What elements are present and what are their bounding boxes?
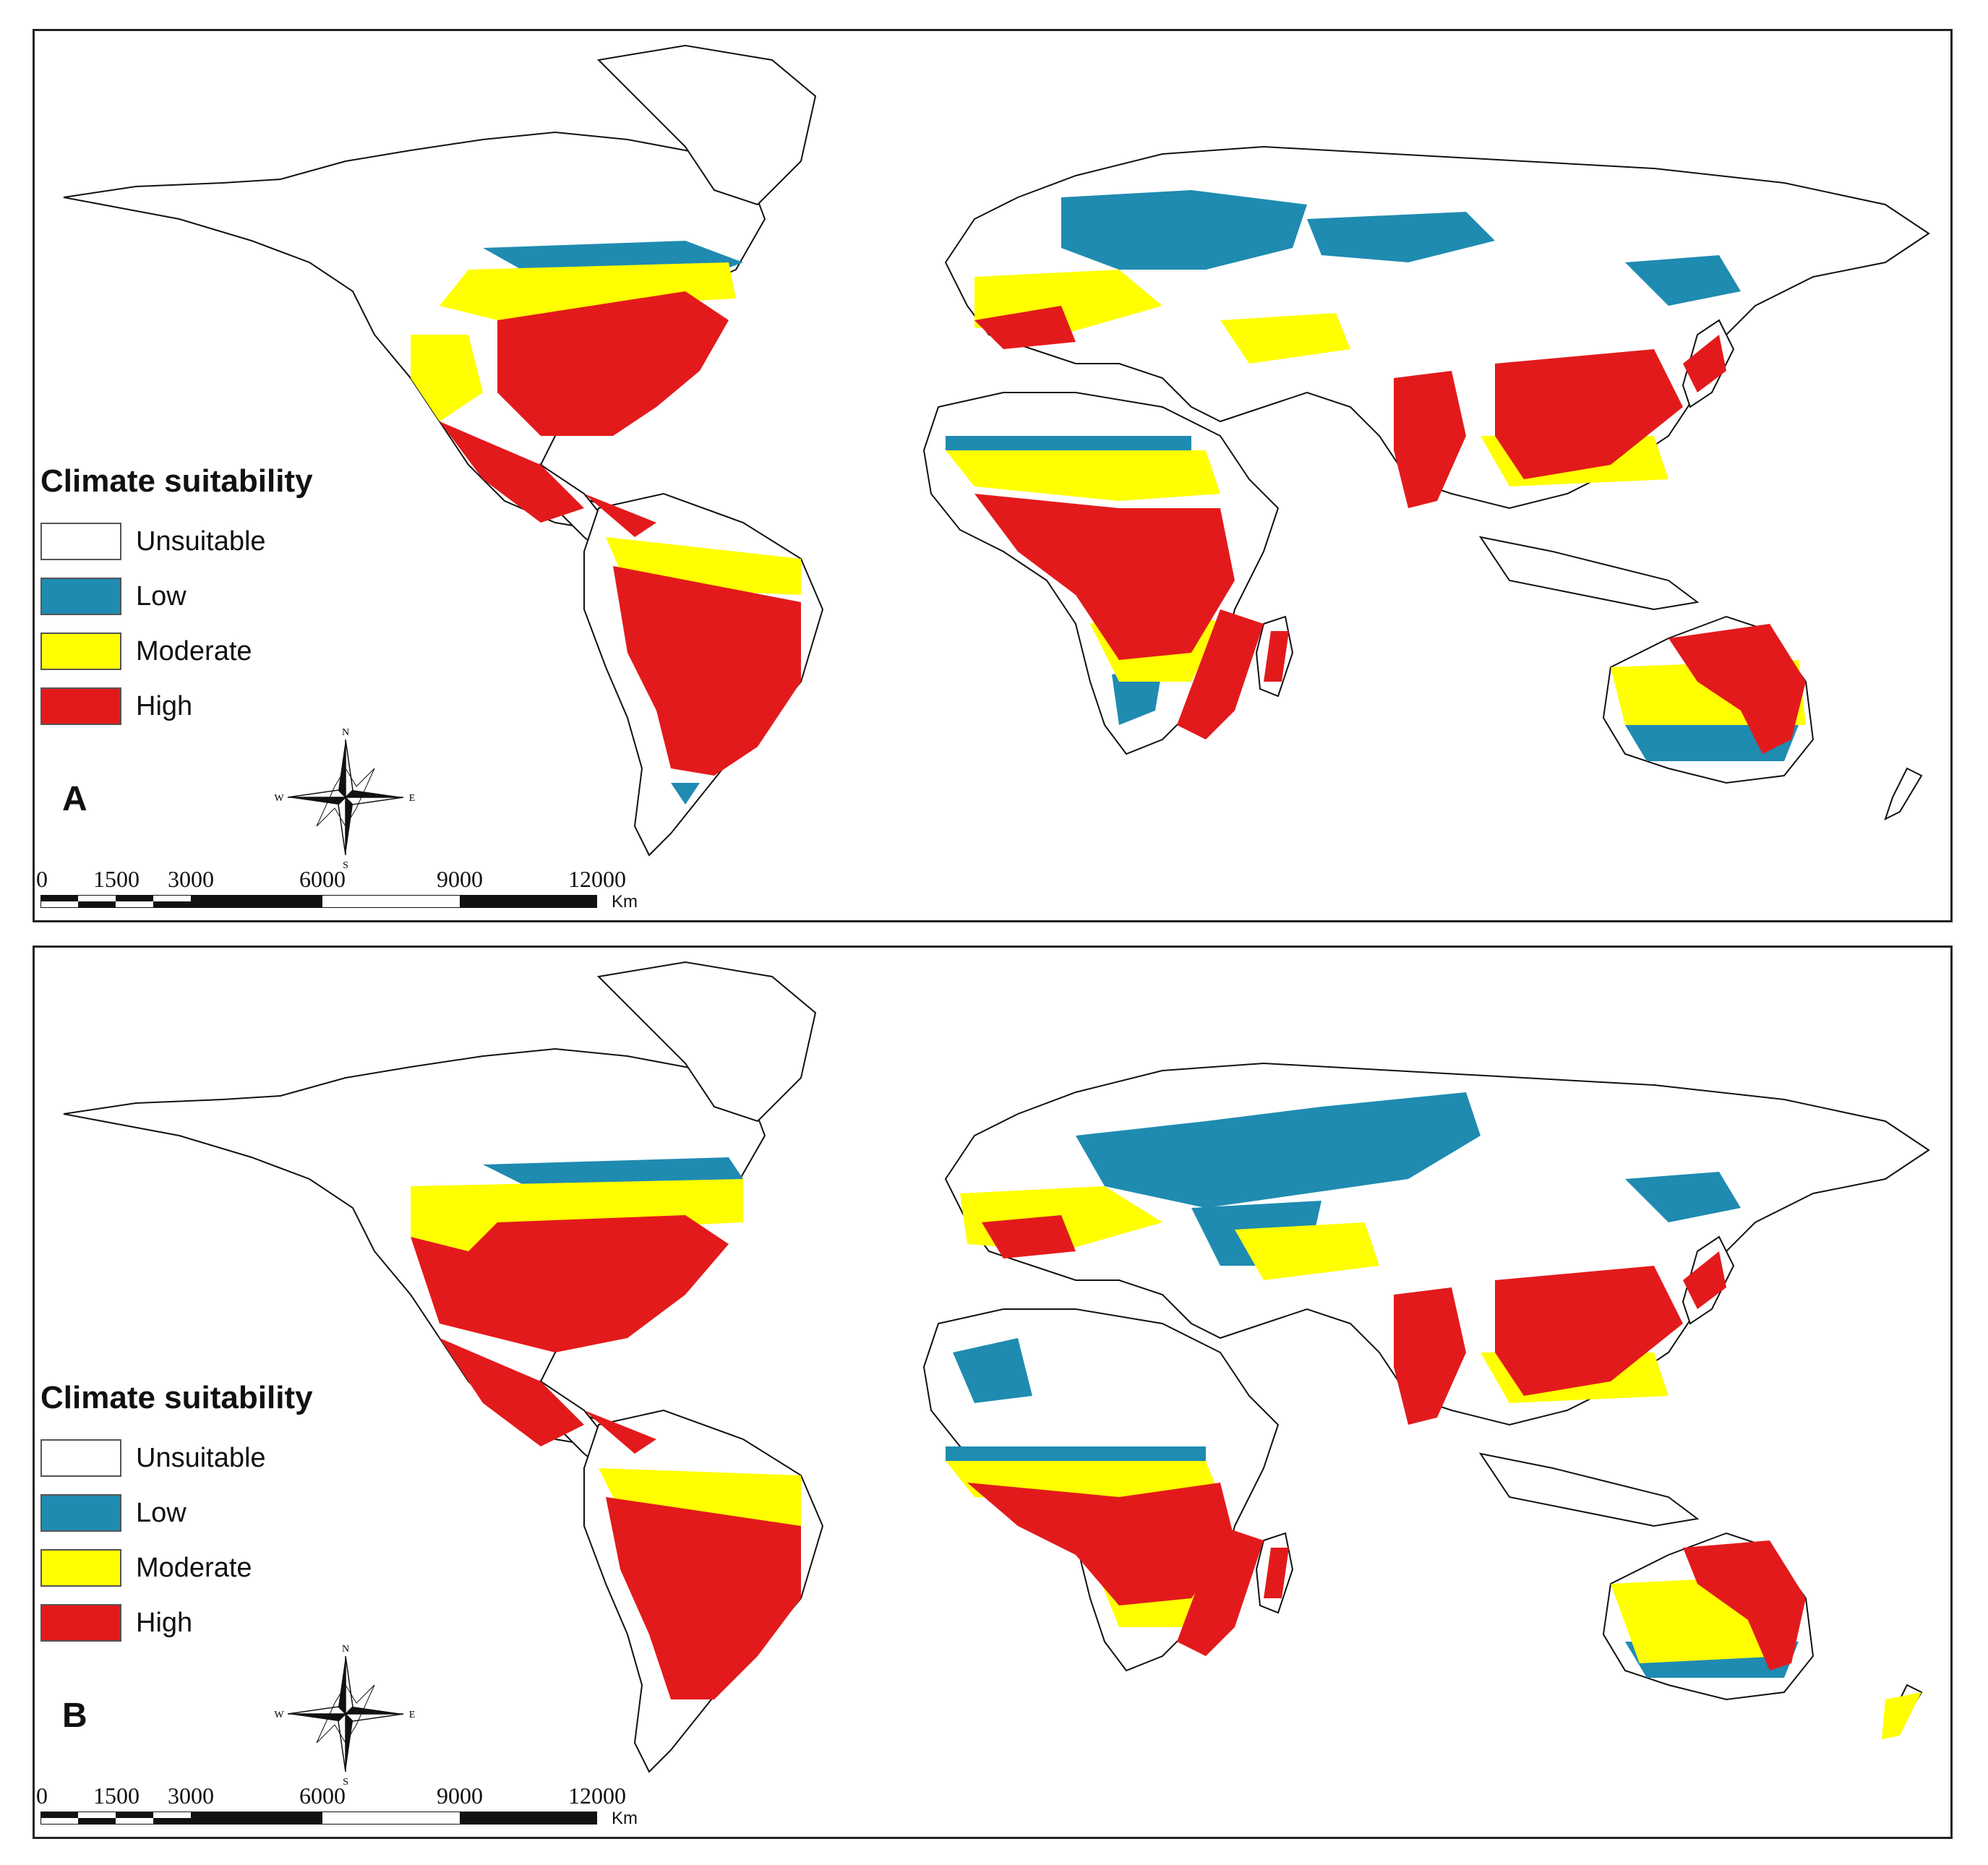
- compass-w: W: [274, 1710, 284, 1720]
- compass-s: S: [343, 860, 348, 870]
- world-suitability-map: [63, 45, 1929, 856]
- legend-label: Unsuitable: [136, 1442, 266, 1473]
- scale-tick: 0: [36, 866, 48, 892]
- legend-label: Moderate: [136, 1552, 252, 1583]
- compass-e: E: [409, 1710, 416, 1720]
- compass-s: S: [343, 1777, 348, 1786]
- scale-tick: 9000: [437, 1783, 483, 1809]
- legend-swatch: [40, 1604, 121, 1642]
- legend-label: High: [136, 1607, 193, 1638]
- legend-label: Low: [136, 1497, 187, 1528]
- scale-unit: Km: [612, 1809, 638, 1828]
- scale-tick: 6000: [299, 866, 346, 892]
- legend-swatch: [40, 523, 121, 560]
- legend-item-moderate: Moderate: [40, 624, 380, 679]
- legend-item-unsuitable: Unsuitable: [40, 514, 380, 569]
- high-suitability-zones: [440, 291, 1806, 776]
- map-panel-b: Climate suitability Unsuitable Low Moder…: [33, 946, 1953, 1839]
- legend-item-high: High: [40, 1595, 380, 1650]
- legend-label: Moderate: [136, 635, 252, 666]
- compass-n: N: [342, 1644, 349, 1655]
- legend-item-low: Low: [40, 569, 380, 624]
- legend-swatch: [40, 578, 121, 615]
- legend-swatch: [40, 1439, 121, 1477]
- legend-swatch: [40, 1549, 121, 1587]
- world-suitability-map: [63, 961, 1929, 1772]
- legend-title: Climate suitability: [40, 463, 313, 499]
- scale-tick: 3000: [168, 866, 214, 892]
- legend-item-moderate: Moderate: [40, 1540, 380, 1595]
- legend-item-high: High: [40, 679, 380, 734]
- panel-label: A: [62, 780, 87, 818]
- legend-item-unsuitable: Unsuitable: [40, 1431, 380, 1485]
- legend-item-low: Low: [40, 1485, 380, 1540]
- compass-e: E: [409, 793, 416, 804]
- scale-bar: 0 1500 3000 6000 9000 12000 Km: [36, 866, 691, 917]
- scale-tick: 1500: [93, 866, 140, 892]
- scale-bar-graphic: [40, 895, 597, 908]
- scale-tick: 0: [36, 1783, 48, 1809]
- legend-label: Low: [136, 580, 187, 612]
- legend-swatch: [40, 633, 121, 670]
- compass-rose-icon: N S W E: [274, 1644, 416, 1786]
- legend: Climate suitability Unsuitable Low Moder…: [40, 463, 380, 734]
- scale-bar-graphic: [40, 1812, 597, 1825]
- panel-label: B: [62, 1697, 87, 1735]
- compass-rose-icon: N S W E: [274, 727, 416, 870]
- legend-title: Climate suitability: [40, 1380, 313, 1415]
- scale-tick: 1500: [93, 1783, 140, 1809]
- scale-bar: 0 1500 3000 6000 9000 12000 Km: [36, 1783, 691, 1833]
- legend-label: High: [136, 690, 193, 721]
- scale-tick: 9000: [437, 866, 483, 892]
- compass-w: W: [274, 793, 284, 804]
- legend-swatch: [40, 687, 121, 725]
- scale-tick: 6000: [299, 1783, 346, 1809]
- compass-n: N: [342, 727, 349, 738]
- scale-unit: Km: [612, 892, 638, 912]
- high-suitability-zones: [411, 1215, 1806, 1699]
- legend: Climate suitability Unsuitable Low Moder…: [40, 1380, 380, 1650]
- legend-swatch: [40, 1494, 121, 1532]
- scale-tick: 12000: [568, 1783, 626, 1809]
- scale-tick: 3000: [168, 1783, 214, 1809]
- scale-tick: 12000: [568, 866, 626, 892]
- map-panel-a: Climate suitability Unsuitable Low Moder…: [33, 29, 1953, 922]
- legend-label: Unsuitable: [136, 526, 266, 557]
